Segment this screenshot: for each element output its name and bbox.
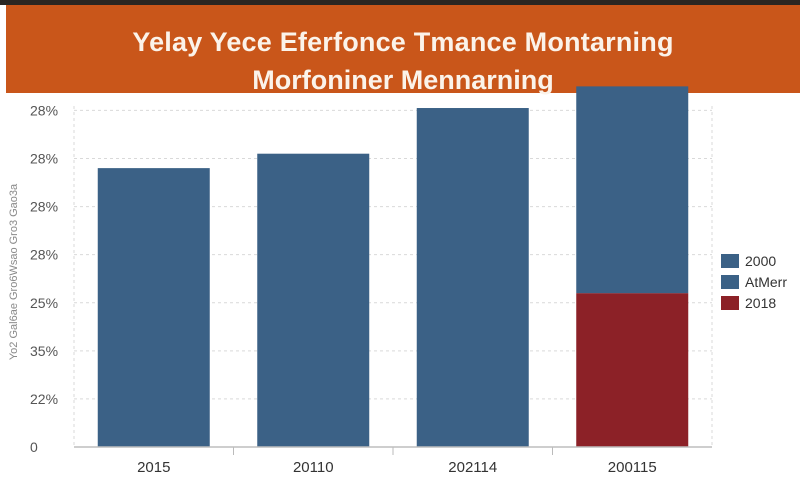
legend-swatch bbox=[721, 295, 739, 310]
chart-legend: 2000 AtMerr 2018 bbox=[721, 250, 787, 313]
y-tick-label: 28% bbox=[30, 151, 58, 167]
legend-label: 2018 bbox=[745, 294, 777, 311]
chart-title-line-2: Morfoniner Mennarning bbox=[252, 65, 554, 95]
legend-item: 2000 bbox=[721, 250, 787, 271]
bar-2018-200115 bbox=[576, 293, 689, 447]
y-tick-label: 35% bbox=[30, 343, 58, 359]
x-tick-label: 20110 bbox=[293, 459, 334, 476]
title-banner: Yelay Yece Eferfonce Tmance Montarning M… bbox=[6, 5, 800, 95]
grid-lines bbox=[73, 106, 713, 447]
x-tick-label: 202114 bbox=[448, 459, 497, 476]
y-tick-label: 28% bbox=[30, 102, 58, 118]
bar-2000-202114 bbox=[416, 108, 529, 448]
window-top-edge bbox=[0, 0, 800, 5]
x-axis-ticks: 2015 20110 202114 200115 bbox=[137, 447, 657, 476]
y-tick-label: 22% bbox=[30, 391, 58, 407]
bar-2000-200115 bbox=[576, 86, 689, 294]
legend-swatch bbox=[721, 253, 739, 268]
legend-item: 2018 bbox=[721, 292, 787, 313]
legend-label: AtMerr bbox=[745, 273, 787, 290]
x-tick-label: 2015 bbox=[137, 459, 170, 476]
y-axis-ticks: 0 22% 35% 25% 28% 28% 28% 28% bbox=[30, 102, 58, 455]
chart-title-line-1: Yelay Yece Eferfonce Tmance Montarning bbox=[132, 27, 674, 57]
bars bbox=[97, 86, 689, 448]
legend-swatch bbox=[721, 274, 739, 289]
x-tick-label: 200115 bbox=[608, 459, 657, 476]
y-tick-label: 0 bbox=[30, 439, 38, 455]
y-tick-label: 28% bbox=[30, 199, 58, 215]
y-tick-label: 28% bbox=[30, 247, 58, 263]
bar-2000-20110 bbox=[257, 153, 370, 448]
legend-label: 2000 bbox=[745, 252, 777, 269]
bar-2000-2015 bbox=[97, 168, 210, 447]
y-tick-label: 25% bbox=[30, 295, 58, 311]
legend-item: AtMerr bbox=[721, 271, 787, 292]
